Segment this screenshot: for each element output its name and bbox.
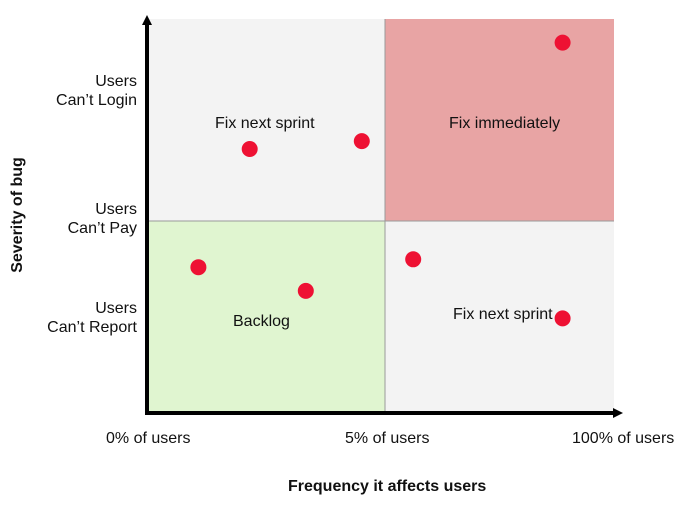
- data-point-6: [405, 251, 422, 268]
- y-tick-login: Users Can’t Login: [56, 73, 137, 109]
- quadrant-top-left: [147, 19, 385, 221]
- data-point-1: [554, 34, 571, 51]
- x-tick-2: 100% of users: [572, 430, 675, 447]
- quadrant-bottom-left: [147, 221, 385, 413]
- data-point-3: [241, 141, 258, 157]
- quadrant-label-bottom-right: Fix next sprint: [453, 306, 553, 323]
- y-tick-pay: Users Can’t Pay: [67, 201, 137, 237]
- data-point-4: [190, 259, 207, 276]
- quadrant-label-top-right: Fix immediately: [449, 115, 561, 132]
- x-tick-1: 5% of users: [345, 430, 430, 447]
- data-point-7: [554, 310, 571, 327]
- quadrant-bottom-right: [385, 221, 614, 413]
- y-axis-title: Severity of bug: [9, 157, 26, 273]
- data-point-5: [297, 282, 314, 299]
- data-points: [190, 34, 571, 327]
- quadrant-label-bottom-left: Backlog: [233, 313, 290, 330]
- data-point-2: [353, 133, 370, 150]
- y-tick-report: Users Can’t Report: [47, 300, 137, 336]
- quadrant-top-right: [385, 19, 614, 221]
- quadrant-label-top-left: Fix next sprint: [215, 115, 315, 132]
- x-tick-0: 0% of users: [106, 430, 191, 447]
- x-axis-title: Frequency it affects users: [288, 478, 487, 495]
